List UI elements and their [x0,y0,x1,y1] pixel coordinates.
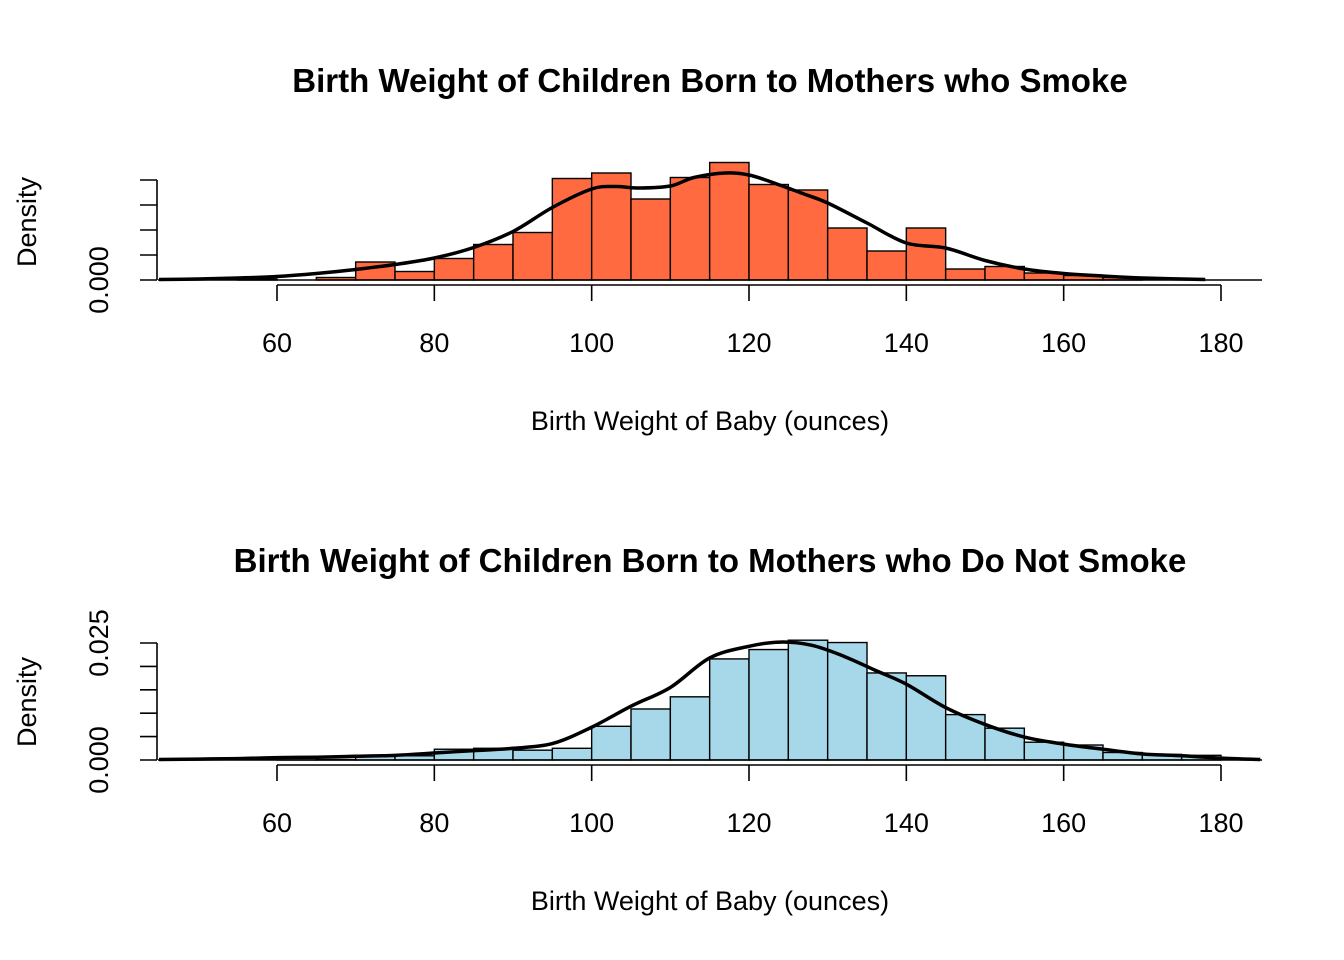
y-axis-label: Density [12,176,42,267]
histogram-bar [905,227,947,281]
nonsmoker-histogram-panel: Birth Weight of Children Born to Mothers… [12,542,1262,916]
histogram-bar [590,172,632,281]
x-tick-label: 180 [1198,328,1243,358]
histogram-bar [669,176,711,281]
histogram-bar [944,268,986,281]
histogram-bar [433,257,475,281]
smoker-histogram-panel: Birth Weight of Children Born to Mothers… [12,62,1262,436]
histogram-bar [708,161,750,281]
histogram-bar [590,725,632,761]
x-tick-label: 80 [419,328,449,358]
y-tick-label: 0.000 [84,246,114,314]
histogram-bar [551,747,593,761]
histogram-bar [866,672,908,761]
histogram-bar [748,183,790,281]
x-tick-label: 180 [1198,808,1243,838]
histogram-bar [866,250,908,281]
x-axis: 60 80 100 120 140 160 180 [262,764,1244,838]
density-curve [158,171,1206,282]
x-axis-label: Birth Weight of Baby (ounces) [531,886,889,916]
histogram-bar [512,231,554,281]
y-axis: 0.000 [84,179,158,314]
y-axis: 0.000 0.025 [84,609,158,794]
histogram-bar [787,639,829,761]
bars [158,161,1262,281]
histogram-bar [630,708,672,761]
chart-title: Birth Weight of Children Born to Mothers… [234,542,1187,579]
histogram-bar [708,658,750,761]
histogram-bar [630,198,672,281]
x-tick-label: 100 [569,808,614,838]
x-tick-label: 160 [1041,328,1086,358]
y-axis-label: Density [12,656,42,747]
histogram-bar [551,177,593,281]
histogram-bar [787,189,829,281]
histogram-bar [826,641,868,761]
chart-title: Birth Weight of Children Born to Mothers… [292,62,1127,99]
x-axis-label: Birth Weight of Baby (ounces) [531,406,889,436]
x-tick-label: 80 [419,808,449,838]
histogram-bar [669,696,711,761]
x-tick-label: 120 [726,808,771,838]
histogram-bar [472,243,514,281]
x-tick-label: 100 [569,328,614,358]
y-tick-label: 0.000 [84,726,114,794]
density-curve [158,640,1261,762]
histogram-bar [748,648,790,761]
x-tick-label: 120 [726,328,771,358]
x-tick-label: 60 [262,328,292,358]
histogram-bar [826,227,868,281]
x-axis: 60 80 100 120 140 160 180 [262,284,1244,358]
histogram-bar [394,270,436,281]
x-tick-label: 160 [1041,808,1086,838]
x-tick-label: 140 [884,808,929,838]
histogram-bar [512,749,554,761]
y-tick-label: 0.025 [84,609,114,677]
x-tick-label: 60 [262,808,292,838]
x-tick-label: 140 [884,328,929,358]
bars [158,639,1262,761]
